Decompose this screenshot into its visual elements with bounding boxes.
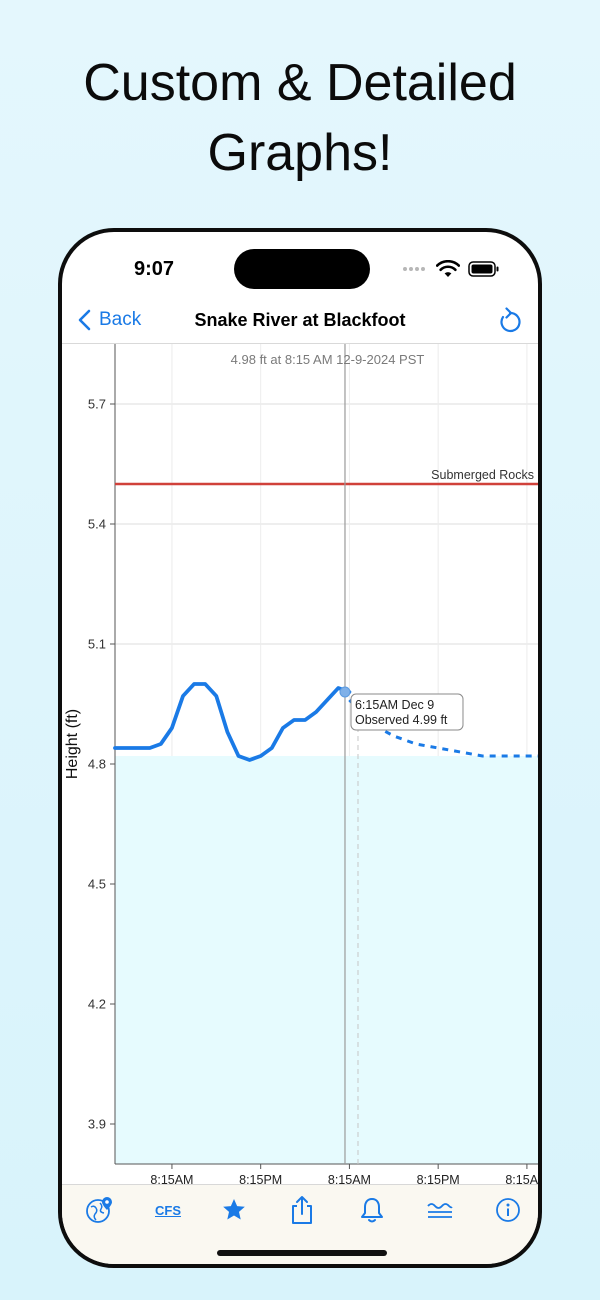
tooltip-box bbox=[350, 693, 464, 731]
tab-favorite[interactable] bbox=[214, 1193, 254, 1227]
tooltip-value: Observed 4.99 ft bbox=[355, 713, 448, 727]
tab-info[interactable] bbox=[488, 1193, 528, 1227]
x-tick-time-label: 8:15AM bbox=[328, 1173, 371, 1184]
y-axis-title: Height (ft) bbox=[64, 709, 81, 779]
back-label: Back bbox=[99, 309, 142, 330]
page-title: Snake River at Blackfoot bbox=[194, 310, 406, 330]
chart-area-fill bbox=[115, 756, 538, 1164]
refresh-button[interactable] bbox=[496, 306, 524, 341]
info-icon bbox=[496, 1198, 520, 1222]
y-tick-label: 4.2 bbox=[88, 997, 106, 1012]
x-tick-time-label: 8:15AM bbox=[150, 1173, 193, 1184]
bell-icon bbox=[361, 1198, 383, 1223]
share-icon bbox=[292, 1196, 312, 1224]
tab-share[interactable] bbox=[282, 1193, 322, 1227]
x-tick-time-label: 8:15PM bbox=[239, 1173, 282, 1184]
tab-water-level[interactable] bbox=[420, 1193, 460, 1227]
tab-alerts[interactable] bbox=[352, 1193, 392, 1227]
tab-map[interactable] bbox=[80, 1193, 120, 1227]
cursor-point bbox=[339, 686, 351, 698]
chevron-left-icon bbox=[78, 309, 91, 331]
battery-icon bbox=[468, 261, 499, 277]
y-tick-label: 4.5 bbox=[88, 877, 106, 892]
chart-header-reading: 4.98 ft at 8:15 AM 12-9-2024 PST bbox=[231, 352, 425, 367]
y-axis-ticks: 3.9 4.2 4.5 4.8 5.1 5.4 5.7 bbox=[88, 397, 115, 1132]
refresh-icon bbox=[500, 307, 521, 333]
y-tick-label: 4.8 bbox=[88, 757, 106, 772]
cellular-signal-icon bbox=[403, 267, 425, 271]
star-icon bbox=[223, 1198, 245, 1220]
cfs-toggle-button[interactable]: CFS bbox=[155, 1202, 181, 1218]
phone-frame: 9:07 Back Snake River bbox=[58, 228, 542, 1268]
promo-line-2: Graphs! bbox=[207, 124, 393, 182]
back-button[interactable]: Back bbox=[78, 309, 141, 331]
promo-line-1: Custom & Detailed bbox=[83, 54, 517, 112]
observed-series-line bbox=[113, 682, 352, 762]
x-tick-time-label: 8:15AM bbox=[505, 1173, 538, 1184]
globe-pin-icon bbox=[86, 1197, 112, 1223]
y-tick-label: 5.4 bbox=[88, 517, 106, 532]
threshold-label: Submerged Rocks bbox=[431, 468, 534, 482]
cursor-tooltip: 6:15AM Dec 9 Observed 4.99 ft bbox=[350, 693, 464, 731]
status-bar: 9:07 bbox=[62, 232, 538, 306]
y-tick-label: 3.9 bbox=[88, 1117, 106, 1132]
y-tick-label: 5.1 bbox=[88, 637, 106, 652]
wifi-icon bbox=[436, 260, 460, 277]
x-tick-time-label: 8:15PM bbox=[417, 1173, 460, 1184]
status-time: 9:07 bbox=[134, 258, 175, 280]
y-tick-label: 5.7 bbox=[88, 397, 106, 412]
water-level-icon bbox=[427, 1203, 453, 1218]
navigation-bar: Back Snake River at Blackfoot bbox=[62, 302, 538, 344]
home-indicator bbox=[217, 1250, 387, 1256]
tooltip-time: 6:15AM Dec 9 bbox=[355, 698, 434, 712]
status-icons bbox=[402, 260, 500, 278]
promo-headline: Custom & Detailed Graphs! bbox=[0, 48, 600, 188]
dynamic-island bbox=[234, 249, 370, 289]
